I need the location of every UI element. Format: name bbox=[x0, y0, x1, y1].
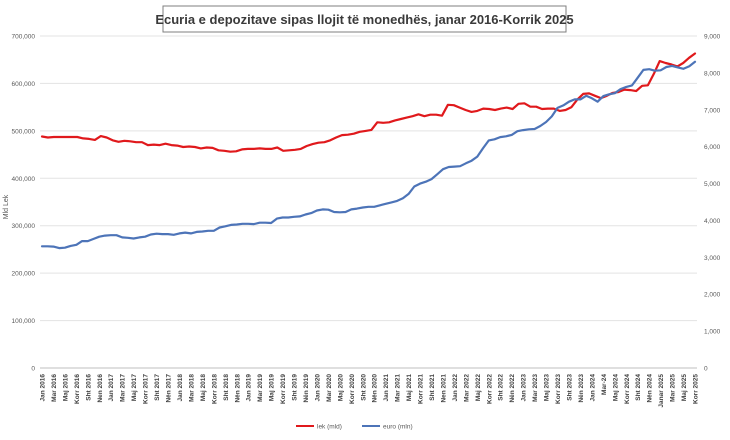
right-tick-label: 4,000 bbox=[704, 218, 721, 225]
x-tick-label: Mar 2023 bbox=[532, 374, 539, 402]
series-layer bbox=[40, 52, 697, 250]
x-tick-label: Maj 2019 bbox=[269, 374, 276, 401]
right-tick-label: 6,000 bbox=[704, 144, 721, 151]
x-tick-label: Mar 2016 bbox=[51, 374, 58, 402]
x-tick-label: Korr 2024 bbox=[624, 374, 631, 404]
x-tick-label: Korr 2021 bbox=[418, 374, 425, 404]
right-axis-ticks: 0 1,000 2,000 3,000 4,000 5,000 6,000 7,000 8,00… bbox=[704, 34, 721, 373]
x-tick-label: Korr 2016 bbox=[74, 374, 81, 404]
right-tick-label: 5,000 bbox=[704, 181, 721, 188]
x-tick-label: Sht 2021 bbox=[429, 374, 436, 401]
left-tick-label: 200,000 bbox=[12, 271, 36, 278]
x-tick-label: Mar-24 bbox=[601, 374, 608, 395]
x-tick-label: Jan 2024 bbox=[589, 374, 596, 402]
right-tick-label: 0 bbox=[704, 366, 708, 373]
x-tick-label: Sht 2024 bbox=[635, 374, 642, 401]
x-tick-label: Korr 2022 bbox=[486, 374, 493, 404]
left-tick-label: 600,000 bbox=[12, 81, 36, 88]
x-axis-ticks: Jan 2016 Mar 2016 Maj 2016 Korr 2016 Sht 201… bbox=[40, 374, 700, 408]
x-tick-label: Korr 2019 bbox=[280, 374, 287, 404]
right-tick-label: 1,000 bbox=[704, 329, 721, 336]
x-tick-label: Mar 2019 bbox=[257, 374, 264, 402]
chart-title-box: Ecuria e depozitave sipas llojit të mone… bbox=[155, 5, 574, 33]
legend-label: lek (mld) bbox=[317, 424, 342, 431]
x-tick-label: Korr 2025 bbox=[693, 374, 700, 404]
x-tick-label: Jan 2016 bbox=[40, 374, 47, 402]
x-tick-label: Mar 2018 bbox=[188, 374, 195, 402]
legend: lek (mld) euro (mln) bbox=[296, 424, 413, 431]
x-tick-label: Nën 2024 bbox=[647, 374, 654, 403]
x-tick-label: Mar 2022 bbox=[463, 374, 470, 402]
right-tick-label: 2,000 bbox=[704, 292, 721, 299]
x-tick-label: Mar 2017 bbox=[120, 374, 127, 402]
x-tick-label: Korr 2018 bbox=[211, 374, 218, 404]
x-tick-label: Nën 2018 bbox=[234, 374, 241, 403]
x-tick-label: Nën 2019 bbox=[303, 374, 310, 403]
title-frame bbox=[162, 5, 567, 33]
x-tick-label: Maj 2023 bbox=[544, 374, 551, 401]
x-tick-label: Nën 2017 bbox=[166, 374, 173, 403]
x-tick-label: Jan 2019 bbox=[246, 374, 253, 402]
chart-title: Ecuria e depozitave sipas llojit të mone… bbox=[155, 12, 573, 27]
left-tick-label: 700,000 bbox=[12, 34, 36, 41]
x-tick-label: Sht 2016 bbox=[85, 374, 92, 401]
x-tick-label: Mar 2025 bbox=[670, 374, 677, 402]
x-tick-label: Jan 2020 bbox=[314, 374, 321, 402]
right-tick-label: 3,000 bbox=[704, 255, 721, 262]
x-tick-label: Nën 2023 bbox=[578, 374, 585, 403]
x-tick-label: Nen 2021 bbox=[440, 374, 447, 403]
right-tick-label: 9,000 bbox=[704, 34, 721, 41]
left-tick-label: 300,000 bbox=[12, 223, 36, 230]
x-tick-label: Mar 2021 bbox=[395, 374, 402, 402]
x-tick-label: Sht 2022 bbox=[498, 374, 505, 401]
x-tick-label: Maj 2025 bbox=[681, 374, 688, 401]
left-tick-label: 400,000 bbox=[12, 176, 36, 183]
x-tick-label: Sht 2019 bbox=[292, 374, 299, 401]
x-tick-label: Janar 2025 bbox=[658, 374, 665, 408]
y-axis-label-left: Mld Lek bbox=[3, 194, 10, 219]
x-tick-label: Mar 2020 bbox=[326, 374, 333, 402]
x-tick-label: Maj 2018 bbox=[200, 374, 207, 401]
x-tick-label: Maj 2020 bbox=[337, 374, 344, 401]
legend-label: euro (mln) bbox=[383, 424, 413, 431]
series-line-lek bbox=[40, 52, 697, 153]
x-tick-label: Jan 2022 bbox=[452, 374, 459, 402]
x-tick-label: Sht 2018 bbox=[223, 374, 230, 401]
series-line-euro bbox=[40, 60, 697, 250]
right-tick-label: 8,000 bbox=[704, 70, 721, 77]
x-tick-label: Sht 2020 bbox=[360, 374, 367, 401]
x-tick-label: Korr 2023 bbox=[555, 374, 562, 404]
x-tick-label: Maj 2022 bbox=[475, 374, 482, 401]
x-tick-label: Jan 2018 bbox=[177, 374, 184, 402]
x-tick-label: Nen 2016 bbox=[97, 374, 104, 403]
x-tick-label: Korr 2020 bbox=[349, 374, 356, 404]
x-tick-label: Jan 2017 bbox=[108, 374, 115, 402]
left-axis-ticks: 0 100,000 200,000 300,000 400,000 500,000 600,… bbox=[12, 34, 36, 373]
x-tick-label: Maj 2016 bbox=[62, 374, 69, 401]
x-tick-label: Maj 2024 bbox=[612, 374, 619, 401]
right-tick-label: 7,000 bbox=[704, 107, 721, 114]
x-tick-label: Nën 2022 bbox=[509, 374, 516, 403]
x-tick-label: Korr 2017 bbox=[143, 374, 150, 404]
x-tick-label: Maj 2017 bbox=[131, 374, 138, 401]
x-tick-label: Jan 2021 bbox=[383, 374, 390, 402]
x-tick-label: Nën 2020 bbox=[372, 374, 379, 403]
x-tick-label: Maj 2021 bbox=[406, 374, 413, 401]
left-tick-label: 500,000 bbox=[12, 128, 36, 135]
x-tick-label: Sht 2017 bbox=[154, 374, 161, 401]
x-tick-label: Jan 2023 bbox=[521, 374, 528, 402]
x-tick-label: Sht 2023 bbox=[566, 374, 573, 401]
left-tick-label: 100,000 bbox=[12, 318, 36, 325]
left-tick-label: 0 bbox=[31, 366, 35, 373]
